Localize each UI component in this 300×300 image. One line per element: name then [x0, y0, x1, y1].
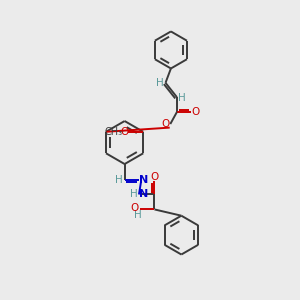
Text: O: O	[161, 119, 170, 129]
Text: N: N	[139, 190, 148, 200]
Text: O: O	[150, 172, 159, 182]
Text: CH₃: CH₃	[104, 127, 122, 137]
Text: methoxy: methoxy	[118, 130, 125, 132]
Text: O: O	[130, 203, 138, 213]
Text: N: N	[139, 175, 148, 184]
Text: H: H	[156, 78, 164, 88]
Text: H: H	[134, 210, 142, 220]
Text: H: H	[130, 190, 137, 200]
Text: H: H	[115, 175, 122, 184]
Text: H: H	[178, 93, 186, 103]
Text: O: O	[191, 107, 200, 117]
Text: O: O	[120, 127, 128, 137]
